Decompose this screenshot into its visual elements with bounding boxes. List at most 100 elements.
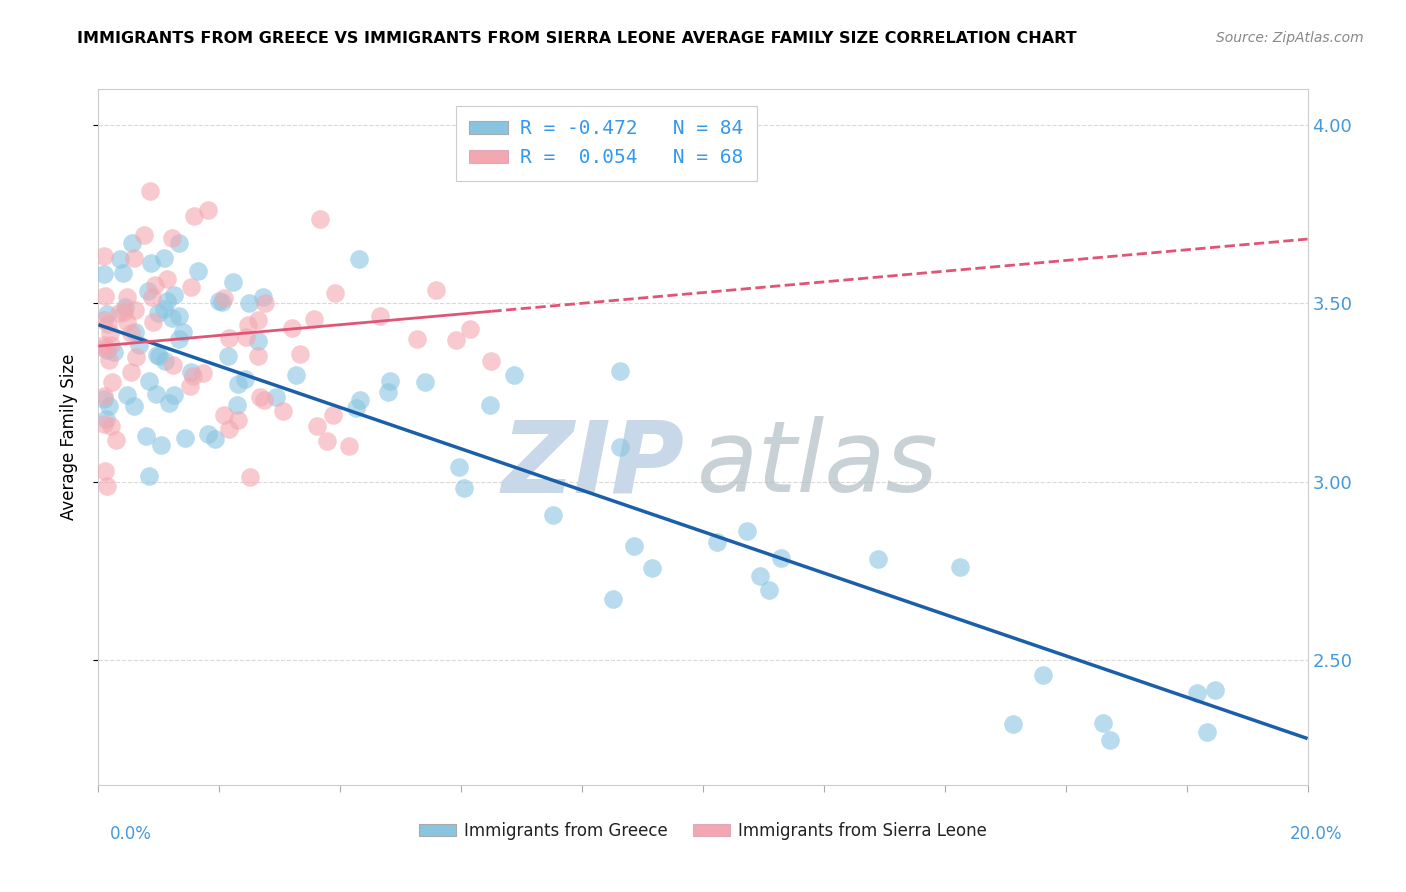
- Point: [253, 393, 276, 408]
- Point: [172, 325, 194, 339]
- Point: [169, 309, 191, 323]
- Point: [93, 267, 115, 281]
- Point: [254, 295, 277, 310]
- Point: [136, 284, 159, 298]
- Point: [226, 413, 249, 427]
- Point: [94, 288, 117, 302]
- Point: [769, 551, 792, 566]
- Point: [197, 203, 219, 218]
- Text: Source: ZipAtlas.com: Source: ZipAtlas.com: [1216, 31, 1364, 45]
- Point: [187, 264, 209, 278]
- Text: atlas: atlas: [697, 417, 939, 514]
- Point: [322, 408, 344, 422]
- Point: [155, 354, 177, 368]
- Point: [235, 372, 257, 386]
- Point: [749, 569, 772, 583]
- Point: [112, 305, 135, 319]
- Point: [246, 334, 269, 348]
- Point: [204, 432, 226, 446]
- Point: [425, 284, 447, 298]
- Point: [481, 354, 503, 368]
- Point: [181, 368, 204, 383]
- Point: [138, 468, 160, 483]
- Point: [449, 459, 471, 474]
- Point: [96, 307, 118, 321]
- Point: [453, 481, 475, 495]
- Point: [97, 399, 120, 413]
- Point: [108, 305, 131, 319]
- Point: [153, 251, 176, 265]
- Point: [135, 429, 157, 443]
- Point: [148, 349, 170, 363]
- Point: [218, 422, 240, 436]
- Point: [139, 256, 162, 270]
- Point: [405, 332, 427, 346]
- Point: [735, 524, 758, 538]
- Point: [93, 338, 115, 352]
- Point: [115, 388, 138, 402]
- Point: [236, 318, 259, 333]
- Point: [93, 313, 115, 327]
- Point: [623, 539, 645, 553]
- Point: [543, 508, 565, 523]
- Text: ZIP: ZIP: [502, 417, 685, 514]
- Point: [197, 426, 219, 441]
- Point: [218, 331, 240, 345]
- Point: [249, 390, 271, 404]
- Point: [114, 300, 136, 314]
- Point: [96, 479, 118, 493]
- Point: [502, 368, 524, 383]
- Point: [124, 325, 146, 339]
- Point: [100, 376, 122, 390]
- Point: [153, 301, 176, 316]
- Point: [143, 277, 166, 292]
- Point: [167, 236, 190, 251]
- Point: [146, 306, 169, 320]
- Point: [157, 396, 180, 410]
- Point: [866, 551, 889, 566]
- Point: [128, 337, 150, 351]
- Point: [156, 294, 179, 309]
- Point: [239, 469, 262, 483]
- Point: [706, 534, 728, 549]
- Point: [183, 209, 205, 223]
- Point: [307, 418, 329, 433]
- Point: [264, 391, 287, 405]
- Point: [138, 374, 160, 388]
- Point: [103, 344, 125, 359]
- Point: [212, 292, 235, 306]
- Point: [97, 317, 120, 331]
- Point: [94, 411, 117, 425]
- Point: [1187, 686, 1209, 700]
- Point: [124, 303, 146, 318]
- Point: [349, 252, 371, 266]
- Point: [180, 365, 202, 379]
- Point: [120, 365, 142, 379]
- Point: [163, 287, 186, 301]
- Point: [290, 347, 312, 361]
- Point: [222, 276, 245, 290]
- Point: [377, 385, 399, 400]
- Point: [458, 321, 481, 335]
- Point: [108, 252, 131, 266]
- Point: [217, 350, 239, 364]
- Point: [96, 343, 118, 358]
- Point: [122, 251, 145, 265]
- Point: [139, 184, 162, 198]
- Point: [344, 401, 367, 415]
- Point: [247, 349, 270, 363]
- Point: [167, 332, 190, 346]
- Point: [93, 341, 115, 355]
- Point: [948, 559, 970, 574]
- Point: [160, 311, 183, 326]
- Point: [125, 350, 148, 364]
- Point: [281, 320, 304, 334]
- Point: [641, 560, 664, 574]
- Point: [120, 326, 142, 341]
- Point: [117, 315, 139, 329]
- Point: [235, 329, 257, 343]
- Point: [121, 236, 143, 251]
- Point: [174, 431, 197, 445]
- Point: [208, 293, 231, 308]
- Point: [413, 375, 436, 389]
